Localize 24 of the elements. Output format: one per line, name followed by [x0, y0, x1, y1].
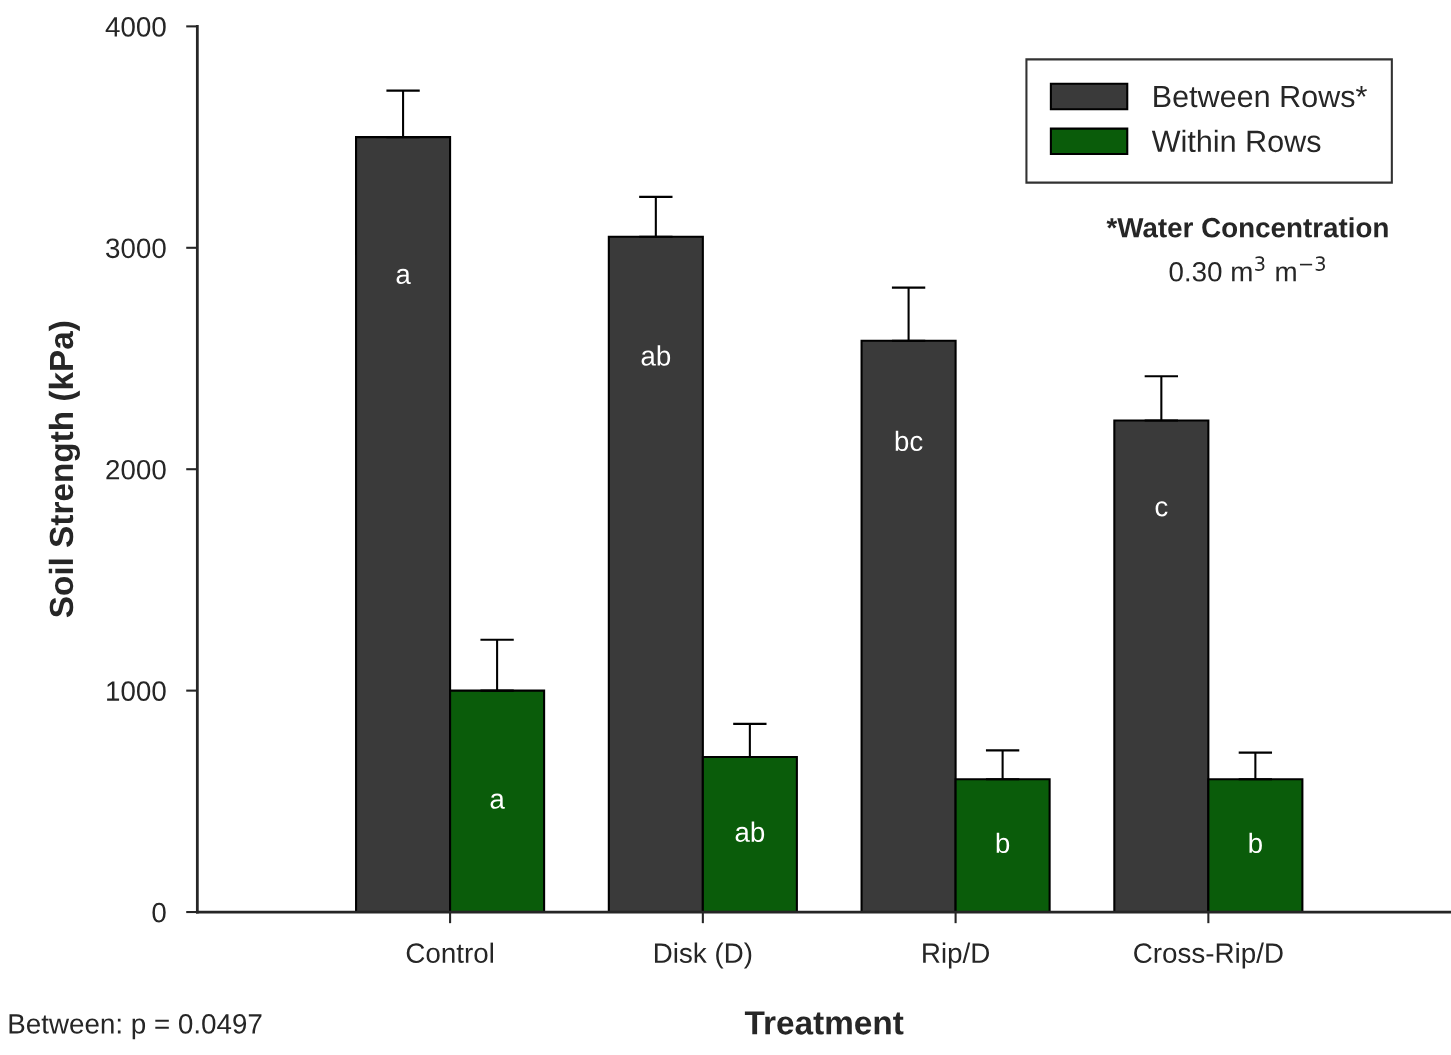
y-axis-title: Soil Strength (kPa) — [48, 321, 80, 618]
legend-label: Within Rows — [1151, 129, 1321, 153]
annotation: *Water Concentration — [1106, 217, 1388, 238]
data-label: ab — [735, 821, 765, 843]
x-tick-label: Cross-Rip/D — [1134, 942, 1283, 969]
x-tick-label: Control — [406, 942, 494, 964]
x-tick-label: Disk (D) — [654, 942, 752, 969]
y-tick-label: 3000 — [106, 238, 166, 259]
y-tick-label: 4000 — [105, 17, 166, 37]
legend-label: Between Rows* — [1154, 86, 1367, 108]
y-tick-label: 2000 — [106, 459, 166, 480]
data-label: c — [1155, 501, 1168, 517]
text: Between: p = 0.0497 — [9, 1014, 262, 1040]
y-tick-label: 1000 — [107, 681, 166, 701]
data-label: a — [396, 268, 411, 285]
data-label: b — [1249, 832, 1262, 854]
y-tick-label: 0 — [152, 902, 166, 923]
x-tick-label: Rip/D — [923, 942, 989, 969]
data-label: b — [996, 832, 1010, 854]
annotation: 0.30 m$^{3}$ m$^{−3}$ — [1169, 256, 1326, 282]
data-label: a — [490, 793, 505, 809]
data-label: bc — [895, 430, 923, 452]
data-label: ab — [641, 345, 671, 366]
x-axis-title: Treatment — [744, 1011, 904, 1035]
